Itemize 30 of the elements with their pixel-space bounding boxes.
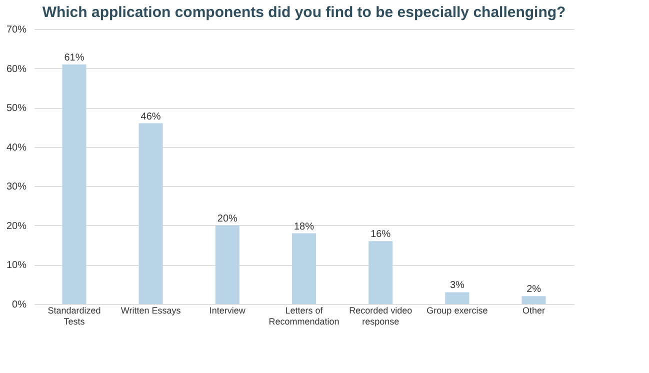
y-tick-label: 40% bbox=[6, 142, 27, 154]
chart-title: Which application components did you find to be especially challenging? bbox=[42, 4, 566, 21]
data-label: 46% bbox=[140, 111, 161, 122]
data-label: 18% bbox=[294, 221, 314, 232]
x-tick-label: Interview bbox=[209, 306, 246, 316]
data-label: 20% bbox=[217, 213, 238, 224]
bar bbox=[368, 241, 393, 304]
x-tick-label: Letters of Recommendation bbox=[268, 306, 340, 326]
y-tick-label: 50% bbox=[6, 103, 27, 114]
y-tick-label: 60% bbox=[6, 64, 27, 75]
y-tick-label: 20% bbox=[6, 220, 27, 232]
data-label: 16% bbox=[370, 229, 391, 240]
bar bbox=[138, 123, 163, 304]
x-tick-label: Recorded video response bbox=[349, 306, 412, 326]
bar bbox=[215, 225, 240, 304]
y-tick-label: 30% bbox=[6, 182, 27, 193]
y-tick-label: 70% bbox=[6, 24, 27, 36]
bar bbox=[292, 233, 316, 304]
bar bbox=[62, 64, 86, 304]
x-tick-label: Standardized Tests bbox=[48, 306, 101, 326]
data-label: 61% bbox=[64, 52, 84, 64]
data-label: 2% bbox=[526, 284, 542, 296]
bar bbox=[445, 292, 470, 304]
x-tick-label: Written Essays bbox=[120, 306, 182, 316]
y-tick-label: 0% bbox=[12, 300, 27, 310]
bar bbox=[522, 296, 546, 304]
x-tick-label: Group exercise bbox=[426, 306, 488, 316]
data-label: 3% bbox=[450, 280, 465, 292]
x-tick-label: Other bbox=[522, 306, 546, 316]
y-tick-label: 10% bbox=[6, 260, 27, 272]
